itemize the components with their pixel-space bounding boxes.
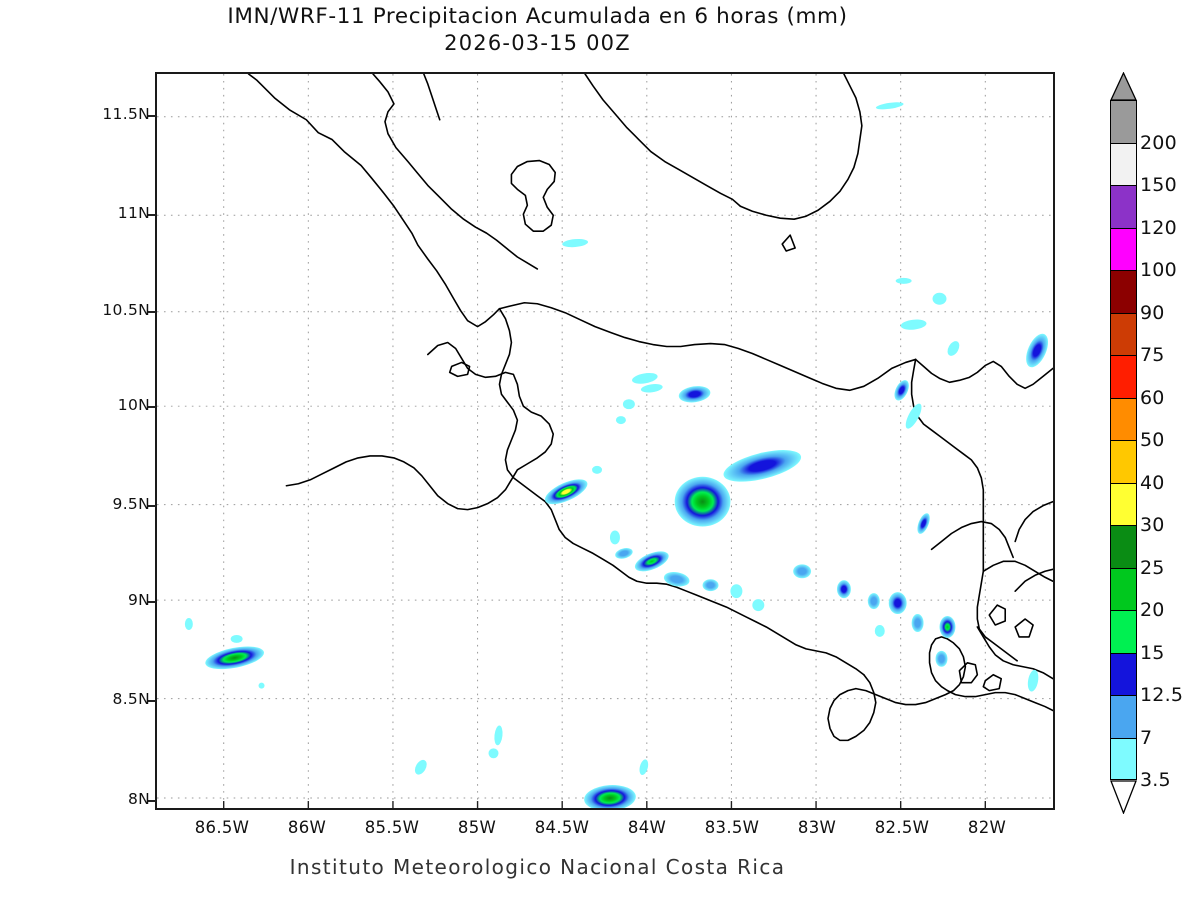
colorbar-segment[interactable] bbox=[1110, 737, 1137, 780]
colorbar-segment[interactable] bbox=[1110, 312, 1137, 355]
colorbar-segment[interactable] bbox=[1110, 270, 1137, 313]
colorbar-label: 3.5 bbox=[1140, 769, 1171, 791]
colorbar-under-arrow bbox=[1110, 780, 1137, 814]
y-tick-mark bbox=[148, 505, 156, 507]
footer-credit: Instituto Meteorologico Nacional Costa R… bbox=[289, 855, 786, 879]
x-tick-label: 82.5W bbox=[874, 818, 930, 837]
colorbar-label: 90 bbox=[1140, 301, 1165, 324]
x-tick-label: 85.5W bbox=[364, 818, 420, 837]
precipitation-field bbox=[184, 102, 1049, 808]
colorbar-label: 60 bbox=[1140, 386, 1165, 409]
colorbar-label: 50 bbox=[1140, 429, 1165, 451]
y-tick-label: 8N bbox=[127, 790, 150, 808]
colorbar-label: 7 bbox=[1140, 726, 1153, 749]
colorbar-label: 25 bbox=[1140, 556, 1165, 579]
x-tick-label: 83.5W bbox=[704, 818, 760, 837]
y-tick-mark bbox=[148, 601, 156, 603]
colorbar-label: 12.5 bbox=[1140, 684, 1184, 706]
x-tick-label: 84W bbox=[627, 818, 667, 837]
colorbar-segment[interactable] bbox=[1110, 610, 1137, 653]
y-tick-label: 9.5N bbox=[112, 495, 150, 513]
y-tick-label: 9N bbox=[127, 591, 150, 609]
y-tick-mark bbox=[148, 311, 156, 313]
colorbar-segment[interactable] bbox=[1110, 227, 1137, 270]
colorbar-segment[interactable] bbox=[1110, 142, 1137, 185]
map-canvas bbox=[157, 74, 1053, 808]
colorbar-label: 30 bbox=[1140, 514, 1165, 536]
colorbar-over-arrow bbox=[1110, 72, 1137, 101]
y-tick-mark bbox=[148, 214, 156, 216]
colorbar-label: 100 bbox=[1140, 259, 1177, 281]
colorbar-segment[interactable] bbox=[1110, 355, 1137, 398]
y-tick-label: 10.5N bbox=[102, 301, 150, 319]
map-gridlines bbox=[157, 74, 1053, 808]
colorbar-segment[interactable] bbox=[1110, 567, 1137, 610]
x-tick-label: 84.5W bbox=[534, 818, 590, 837]
colorbar-label: 150 bbox=[1140, 174, 1177, 196]
map-plot-area[interactable] bbox=[155, 72, 1055, 810]
y-tick-label: 11N bbox=[117, 204, 150, 222]
x-tick-label: 85W bbox=[457, 818, 497, 837]
axis-tickmarks bbox=[223, 801, 986, 808]
chart-subtitle: 2026-03-15 00Z bbox=[444, 31, 631, 55]
page-title: IMN/WRF-11 Precipitacion Acumulada en 6 … bbox=[227, 4, 848, 29]
colorbar-segment[interactable] bbox=[1110, 397, 1137, 440]
x-tick-label: 82W bbox=[967, 818, 1007, 837]
y-tick-mark bbox=[148, 406, 156, 408]
y-tick-mark bbox=[148, 800, 156, 802]
colorbar-label: 20 bbox=[1140, 599, 1165, 621]
y-tick-label: 11.5N bbox=[102, 105, 150, 123]
colorbar[interactable]: 3.5 7 12.5 15 20 25 30 40 50 60 75 90 100 120 150 200 bbox=[1110, 72, 1183, 814]
colorbar-segment[interactable] bbox=[1110, 482, 1137, 525]
colorbar-segment[interactable] bbox=[1110, 100, 1137, 143]
colorbar-segment[interactable] bbox=[1110, 525, 1137, 568]
colorbar-label: 120 bbox=[1140, 216, 1177, 239]
colorbar-segment[interactable] bbox=[1110, 652, 1137, 695]
colorbar-label: 15 bbox=[1140, 641, 1165, 664]
colorbar-segment[interactable] bbox=[1110, 695, 1137, 738]
coastline-layer bbox=[247, 74, 1053, 742]
colorbar-label: 40 bbox=[1140, 471, 1165, 494]
x-tick-label: 86.5W bbox=[194, 818, 250, 837]
colorbar-segment[interactable] bbox=[1110, 185, 1137, 228]
x-tick-label: 86W bbox=[287, 818, 327, 837]
colorbar-segment[interactable] bbox=[1110, 440, 1137, 483]
colorbar-label: 75 bbox=[1140, 344, 1165, 366]
y-tick-mark bbox=[148, 115, 156, 117]
x-tick-label: 83W bbox=[797, 818, 837, 837]
y-tick-label: 8.5N bbox=[112, 690, 150, 708]
y-tick-mark bbox=[148, 700, 156, 702]
colorbar-label: 200 bbox=[1140, 131, 1177, 154]
chart-title-block: IMN/WRF-11 Precipitacion Acumulada en 6 … bbox=[0, 4, 1075, 56]
y-tick-label: 10N bbox=[117, 396, 150, 414]
